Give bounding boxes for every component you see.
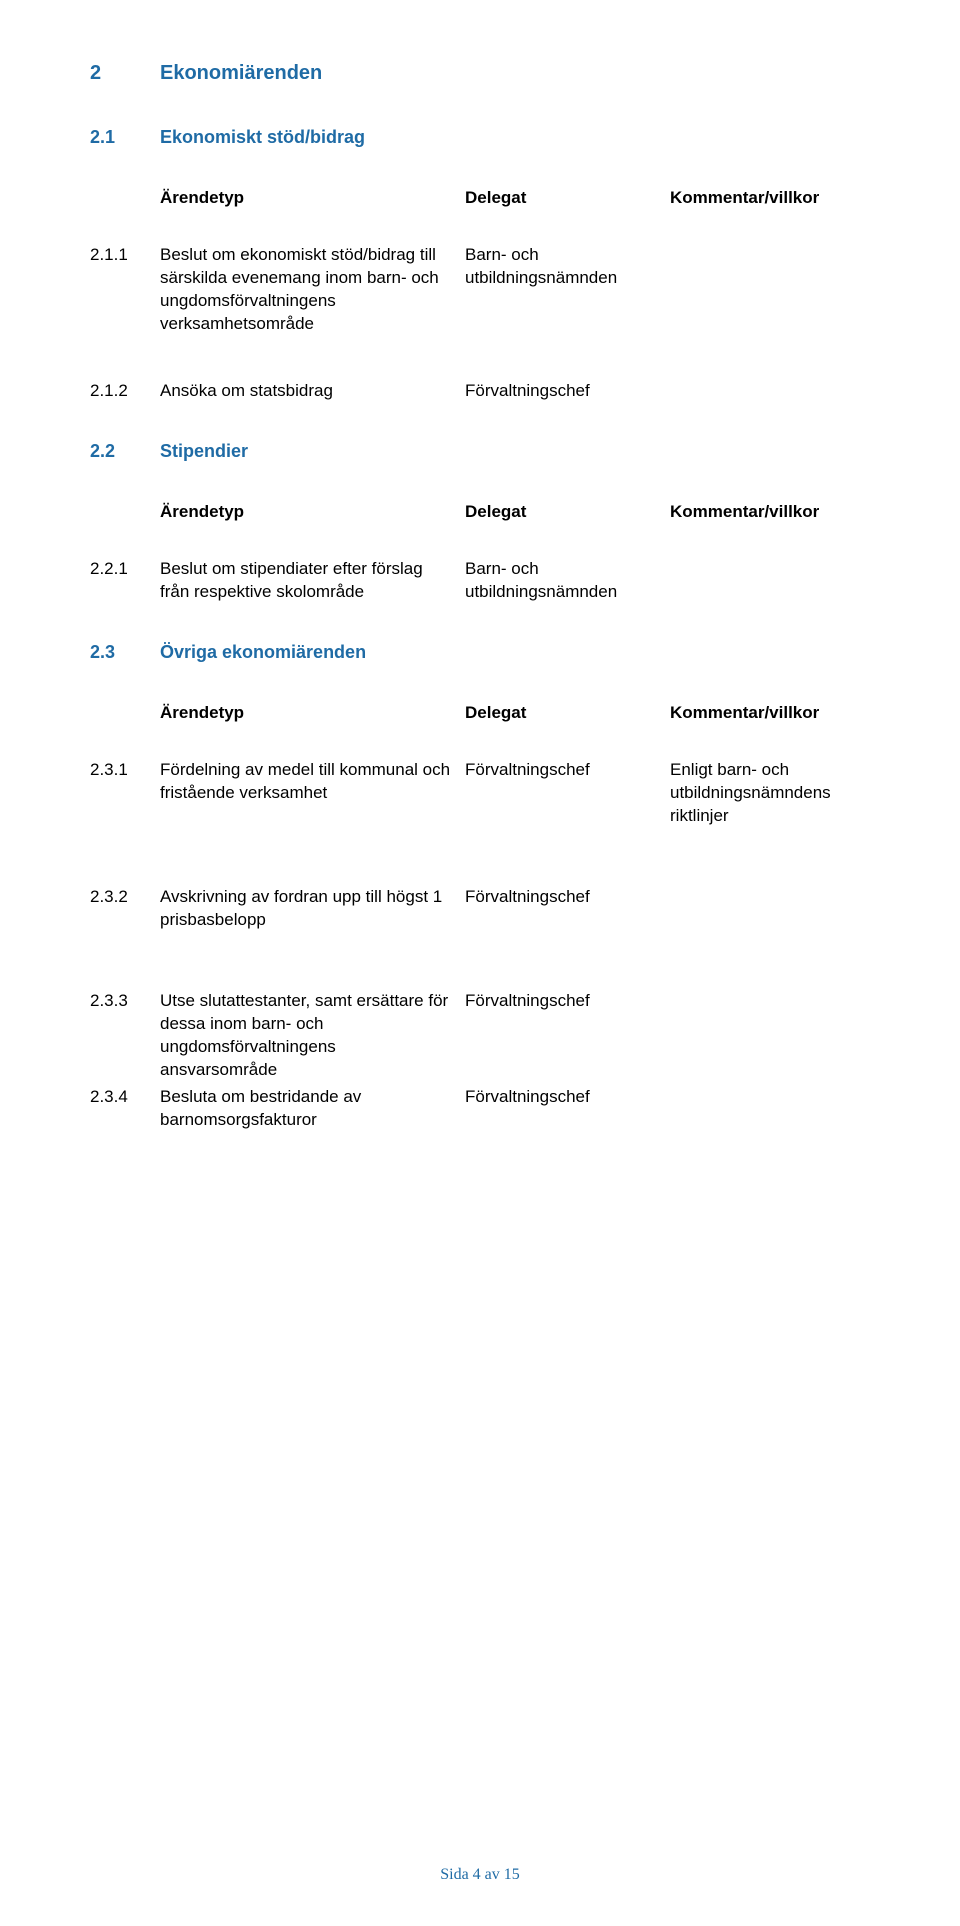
item-delegat: Förvaltningschef <box>465 380 670 403</box>
item-number: 2.2.1 <box>90 558 160 581</box>
column-header-row: Ärendetyp Delegat Kommentar/villkor <box>90 501 870 524</box>
item-arendetyp: Beslut om ekonomiskt stöd/bidrag till sä… <box>160 244 465 336</box>
item-row: 2.1.2 Ansöka om statsbidrag Förvaltnings… <box>90 380 870 403</box>
item-number: 2.3.3 <box>90 990 160 1013</box>
item-arendetyp: Ansöka om statsbidrag <box>160 380 465 403</box>
item-number: 2.3.2 <box>90 886 160 909</box>
item-arendetyp: Besluta om bestridande av barnomsorgsfak… <box>160 1086 465 1132</box>
heading-number: 2 <box>90 60 160 87</box>
item-arendetyp: Utse slutattestanter, samt ersättare för… <box>160 990 465 1082</box>
column-header-row: Ärendetyp Delegat Kommentar/villkor <box>90 187 870 210</box>
item-number: 2.3.4 <box>90 1086 160 1109</box>
col-header-kommentar: Kommentar/villkor <box>670 187 870 210</box>
heading-number: 2.3 <box>90 640 160 664</box>
item-delegat: Barn- och utbildningsnämnden <box>465 244 670 290</box>
heading-level-2: 2.2 Stipendier <box>90 439 870 463</box>
item-row: 2.3.2 Avskrivning av fordran upp till hö… <box>90 886 870 932</box>
item-delegat: Förvaltningschef <box>465 990 670 1013</box>
heading-title: Övriga ekonomiärenden <box>160 640 366 664</box>
item-delegat: Barn- och utbildningsnämnden <box>465 558 670 604</box>
item-row: 2.1.1 Beslut om ekonomiskt stöd/bidrag t… <box>90 244 870 336</box>
item-delegat: Förvaltningschef <box>465 759 670 782</box>
item-row: 2.3.4 Besluta om bestridande av barnomso… <box>90 1086 870 1132</box>
item-row: 2.2.1 Beslut om stipendiater efter försl… <box>90 558 870 604</box>
item-row: 2.3.3 Utse slutattestanter, samt ersätta… <box>90 990 870 1082</box>
column-header-row: Ärendetyp Delegat Kommentar/villkor <box>90 702 870 725</box>
col-header-delegat: Delegat <box>465 702 670 725</box>
heading-title: Ekonomiärenden <box>160 60 322 87</box>
item-delegat: Förvaltningschef <box>465 886 670 909</box>
item-number: 2.1.2 <box>90 380 160 403</box>
col-header-arendetyp: Ärendetyp <box>160 702 465 725</box>
col-header-arendetyp: Ärendetyp <box>160 501 465 524</box>
heading-level-1: 2 Ekonomiärenden <box>90 60 870 87</box>
heading-level-2: 2.1 Ekonomiskt stöd/bidrag <box>90 125 870 149</box>
heading-title: Stipendier <box>160 439 248 463</box>
item-number: 2.3.1 <box>90 759 160 782</box>
item-delegat: Förvaltningschef <box>465 1086 670 1109</box>
heading-level-2: 2.3 Övriga ekonomiärenden <box>90 640 870 664</box>
heading-number: 2.1 <box>90 125 160 149</box>
item-arendetyp: Avskrivning av fordran upp till högst 1 … <box>160 886 465 932</box>
item-row: 2.3.1 Fördelning av medel till kommunal … <box>90 759 870 828</box>
item-kommentar: Enligt barn- och utbildningsnämndens rik… <box>670 759 870 828</box>
item-number: 2.1.1 <box>90 244 160 267</box>
item-arendetyp: Fördelning av medel till kommunal och fr… <box>160 759 465 805</box>
col-header-delegat: Delegat <box>465 501 670 524</box>
page-footer: Sida 4 av 15 <box>0 1864 960 1886</box>
item-arendetyp: Beslut om stipendiater efter förslag frå… <box>160 558 465 604</box>
col-header-arendetyp: Ärendetyp <box>160 187 465 210</box>
heading-number: 2.2 <box>90 439 160 463</box>
col-header-delegat: Delegat <box>465 187 670 210</box>
col-header-kommentar: Kommentar/villkor <box>670 702 870 725</box>
col-header-kommentar: Kommentar/villkor <box>670 501 870 524</box>
heading-title: Ekonomiskt stöd/bidrag <box>160 125 365 149</box>
